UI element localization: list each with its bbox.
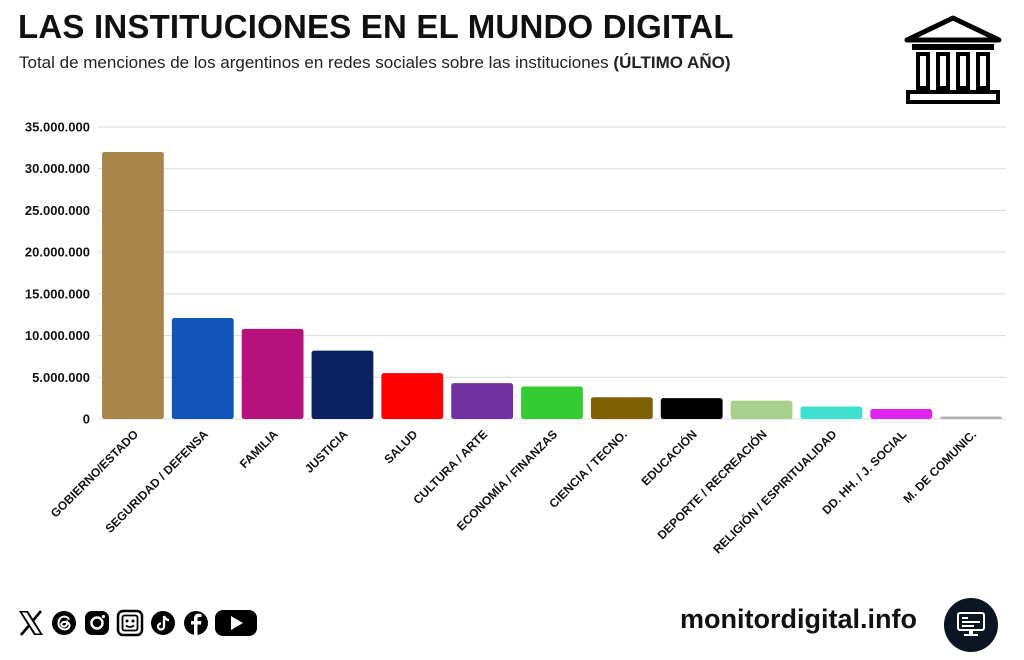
x-category-label: EDUCACIÓN bbox=[638, 427, 700, 489]
bar[interactable] bbox=[940, 416, 1002, 419]
chart-title: LAS INSTITUCIONES EN EL MUNDO DIGITAL bbox=[18, 8, 734, 45]
monitor-digital-logo bbox=[944, 598, 998, 652]
bar[interactable] bbox=[311, 350, 374, 419]
bar[interactable] bbox=[730, 400, 793, 419]
bar[interactable] bbox=[451, 383, 514, 419]
bar[interactable] bbox=[241, 328, 304, 419]
youtube-icon[interactable] bbox=[214, 608, 258, 638]
bar[interactable] bbox=[660, 398, 723, 419]
x-category-label: M. DE COMUNIC. bbox=[900, 427, 979, 506]
threads-icon[interactable] bbox=[49, 608, 79, 638]
tiktok-icon[interactable] bbox=[148, 608, 178, 638]
bar[interactable] bbox=[381, 373, 444, 419]
x-category-label: JUSTICIA bbox=[302, 427, 351, 476]
bar[interactable] bbox=[800, 406, 863, 419]
bar-chart: 0 5.000.000 10.000.000 15.000.000 20.000.000… bbox=[25, 120, 1006, 556]
x-category-label: DEPORTE / RECREACIÓN bbox=[654, 427, 770, 543]
bar[interactable] bbox=[521, 386, 583, 419]
y-tick-label: 35.000.000 bbox=[25, 120, 90, 135]
facebook-icon[interactable] bbox=[181, 608, 211, 638]
y-tick-label: 15.000.000 bbox=[25, 286, 90, 301]
institution-building-icon bbox=[904, 15, 1002, 104]
x-icon[interactable] bbox=[16, 608, 46, 638]
instagram-icon[interactable] bbox=[82, 608, 112, 638]
x-category-label: FAMILIA bbox=[237, 427, 281, 471]
monitor-icon bbox=[957, 612, 985, 636]
bar[interactable] bbox=[870, 408, 933, 419]
bar[interactable] bbox=[171, 318, 234, 419]
bar[interactable] bbox=[590, 397, 653, 419]
x-category-label: CIENCIA / TECNO. bbox=[546, 427, 630, 511]
y-tick-label: 25.000.000 bbox=[25, 203, 90, 218]
chart-subtitle: Total de menciones de los argentinos en … bbox=[19, 53, 731, 73]
bar[interactable] bbox=[102, 152, 164, 419]
y-tick-label: 5.000.000 bbox=[32, 370, 90, 385]
subtitle-text: Total de menciones de los argentinos en … bbox=[19, 53, 609, 72]
y-tick-label: 20.000.000 bbox=[25, 245, 90, 260]
x-category-label: CULTURA / ARTE bbox=[410, 427, 490, 507]
x-category-label: RELIGIÓN / ESPIRITUALIDAD bbox=[710, 426, 840, 556]
x-category-label: SALUD bbox=[381, 427, 420, 466]
social-icons bbox=[16, 608, 258, 638]
subtitle-period: (ÚLTIMO AÑO) bbox=[613, 53, 731, 72]
y-tick-label: 30.000.000 bbox=[25, 161, 90, 176]
site-name[interactable]: monitordigital.info bbox=[680, 604, 917, 634]
y-tick-label: 10.000.000 bbox=[25, 328, 90, 343]
media-icon[interactable] bbox=[115, 608, 145, 638]
y-tick-label: 0 bbox=[83, 412, 90, 427]
